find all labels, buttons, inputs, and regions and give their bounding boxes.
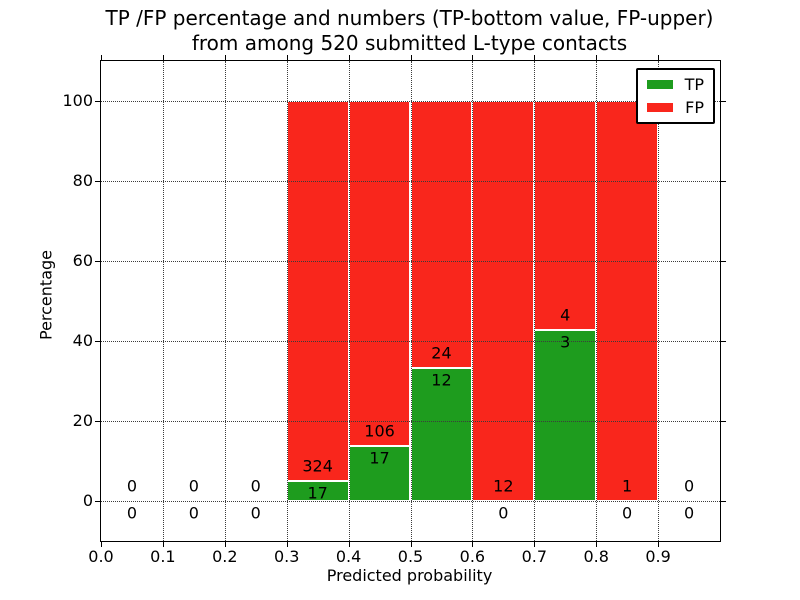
fp-count-label: 106 — [364, 421, 395, 441]
y-tick-left — [95, 261, 100, 262]
bar-segment-fp — [286, 101, 349, 482]
x-tick-label: 0.9 — [645, 547, 671, 566]
y-tick-left — [95, 101, 100, 102]
x-gridline — [596, 61, 598, 541]
fp-count-label: 4 — [560, 305, 571, 325]
x-gridline — [162, 61, 164, 541]
x-gridline — [224, 61, 226, 541]
y-tick-right — [721, 501, 726, 502]
x-tick-top — [101, 55, 102, 60]
chart-title: TP /FP percentage and numbers (TP-bottom… — [100, 6, 719, 56]
tp-count-label: 0 — [188, 503, 199, 523]
x-tick-label: 0.4 — [335, 547, 362, 566]
x-gridline — [286, 61, 288, 541]
y-tick-left — [95, 181, 100, 182]
legend-swatch-fp-icon — [646, 103, 673, 112]
y-tick-right — [721, 261, 726, 262]
y-tick-left — [95, 341, 100, 342]
tp-count-label: 0 — [498, 503, 509, 523]
bar-segment-fp — [596, 101, 659, 501]
x-tick-bottom — [410, 542, 412, 547]
x-tick-top — [162, 55, 164, 60]
x-tick-top — [286, 55, 288, 60]
x-tick-bottom — [472, 542, 474, 547]
fp-count-label: 0 — [250, 476, 261, 496]
x-tick-label: 0.1 — [150, 547, 176, 566]
x-tick-top — [410, 55, 412, 60]
fp-count-label: 1 — [622, 476, 633, 496]
x-gridline — [534, 61, 536, 541]
tp-count-label: 0 — [683, 503, 695, 523]
y-tick-label: 20 — [72, 411, 93, 430]
x-gridline — [472, 61, 474, 541]
legend-entry-label: FP — [685, 98, 704, 117]
tp-count-label: 0 — [622, 503, 633, 523]
x-tick-bottom — [534, 542, 536, 547]
tp-count-label: 17 — [369, 448, 390, 468]
x-tick-top — [658, 55, 660, 60]
fp-count-label: 12 — [493, 476, 514, 496]
y-tick-right — [721, 421, 726, 422]
tp-count-label: 17 — [307, 483, 328, 503]
bar-segment-fp — [534, 101, 597, 330]
y-tick-label: 0 — [82, 491, 93, 510]
legend: TP FP — [635, 68, 715, 124]
x-tick-bottom — [101, 542, 102, 547]
tp-count-label: 0 — [126, 503, 138, 523]
tp-count-label: 0 — [250, 503, 261, 523]
x-gridline — [348, 61, 350, 541]
chart-title-line1: TP /FP percentage and numbers (TP-bottom… — [105, 6, 714, 30]
y-tick-right — [721, 341, 726, 342]
x-tick-top — [534, 55, 536, 60]
y-tick-right — [721, 181, 726, 182]
tp-count-label: 3 — [560, 332, 571, 352]
x-tick-label: 0.2 — [212, 547, 238, 566]
x-tick-label: 0.7 — [521, 547, 548, 566]
y-tick-left — [95, 421, 100, 422]
legend-entry: TP — [646, 75, 704, 94]
x-tick-top — [348, 55, 350, 60]
y-tick-left — [95, 501, 100, 502]
y-tick-right — [721, 101, 726, 102]
y-tick-label: 80 — [72, 171, 93, 190]
fp-count-label: 0 — [188, 476, 199, 496]
plot-area: TP FP 0 0 0 0 0 0 324 17 106 17 24 12 12 0 4 3 1 0 0 0 0 20 40 6… — [62, 55, 726, 566]
x-tick-label: 0.8 — [583, 547, 609, 566]
fp-count-label: 24 — [431, 343, 452, 363]
x-tick-bottom — [224, 542, 226, 547]
bar-segment-fp — [348, 101, 411, 446]
x-tick-bottom — [162, 542, 164, 547]
x-tick-bottom — [348, 542, 350, 547]
legend-entry-label: TP — [684, 75, 704, 94]
y-tick-label: 100 — [62, 91, 93, 110]
bar-segment-fp — [472, 101, 535, 501]
fp-count-label: 324 — [302, 456, 333, 476]
x-tick-bottom — [286, 542, 288, 547]
y-tick-label: 60 — [72, 251, 93, 270]
x-tick-top — [596, 55, 598, 60]
x-tick-top — [472, 55, 474, 60]
legend-swatch-tp-icon — [646, 80, 673, 89]
x-gridline — [658, 61, 660, 541]
bar-segment-tp — [534, 329, 597, 501]
fp-count-label: 0 — [126, 476, 138, 496]
legend-entry: FP — [646, 98, 704, 117]
x-tick-label: 0.6 — [459, 547, 486, 566]
x-tick-bottom — [658, 542, 660, 547]
x-gridline — [410, 61, 412, 541]
x-tick-bottom — [596, 542, 598, 547]
bar-segment-fp — [410, 101, 473, 368]
x-tick-top — [224, 55, 226, 60]
x-tick-label: 0.0 — [88, 547, 114, 566]
fp-count-label: 0 — [683, 476, 695, 496]
chart-title-line2: from among 520 submitted L-type contacts — [191, 31, 628, 55]
tp-count-label: 12 — [431, 370, 452, 390]
x-tick-label: 0.3 — [273, 547, 300, 566]
bar-segment-tp — [410, 367, 473, 501]
bar-segment-tp — [348, 445, 411, 501]
y-tick-label: 40 — [72, 331, 93, 350]
x-tick-label: 0.5 — [397, 547, 424, 566]
x-axis-label: Predicted probability — [326, 566, 493, 585]
